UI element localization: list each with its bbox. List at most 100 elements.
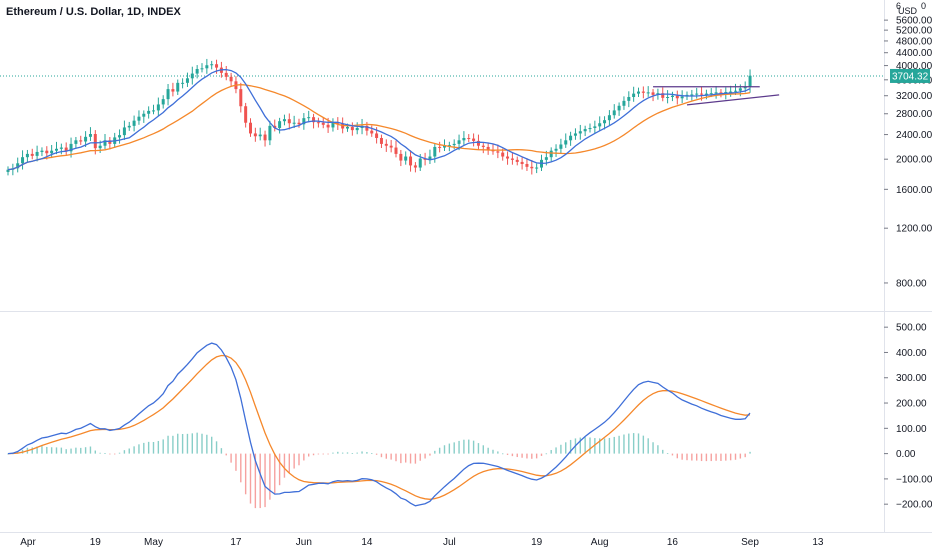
histogram-bar bbox=[235, 453, 237, 471]
candle-body bbox=[719, 92, 723, 94]
candle-body bbox=[443, 145, 446, 148]
candle-body bbox=[292, 122, 296, 124]
candle-body bbox=[55, 148, 58, 151]
histogram-bar bbox=[618, 435, 620, 454]
candle-body bbox=[520, 161, 524, 165]
candle-body bbox=[603, 120, 607, 124]
histogram-bar bbox=[424, 453, 426, 459]
histogram-bar bbox=[642, 435, 645, 454]
histogram-bar bbox=[99, 452, 101, 454]
candle-body bbox=[700, 93, 704, 95]
macd-line bbox=[7, 342, 751, 507]
histogram-bar bbox=[540, 453, 543, 456]
histogram-bar bbox=[206, 434, 208, 454]
price-axis-tick-label: 5600.00 bbox=[896, 16, 932, 27]
candle-body bbox=[79, 140, 83, 142]
candle-body bbox=[709, 93, 713, 95]
candle-body bbox=[312, 117, 316, 123]
histogram-bar bbox=[511, 453, 514, 457]
candle-body bbox=[181, 82, 185, 84]
histogram-bar bbox=[710, 453, 712, 462]
histogram-bar bbox=[749, 451, 751, 454]
histogram-bar bbox=[225, 453, 227, 456]
histogram-bar bbox=[400, 453, 402, 464]
candle-body bbox=[321, 122, 325, 125]
candle-body bbox=[336, 122, 340, 124]
histogram-bar bbox=[419, 453, 421, 461]
histogram-bar bbox=[162, 439, 164, 454]
histogram-bar bbox=[143, 442, 145, 454]
histogram-bar bbox=[240, 453, 242, 483]
candle-body bbox=[370, 130, 374, 134]
histogram-bar bbox=[50, 447, 53, 454]
histogram-bar bbox=[720, 453, 722, 461]
histogram-bar bbox=[181, 433, 184, 454]
histogram-bar bbox=[729, 453, 732, 461]
candle-body bbox=[244, 106, 248, 123]
histogram-bar bbox=[80, 447, 82, 454]
histogram-bar bbox=[230, 453, 232, 463]
candle-body bbox=[142, 113, 146, 117]
histogram-bar bbox=[603, 438, 606, 454]
candle-body bbox=[690, 94, 694, 96]
time-axis-tick-label: 13 bbox=[812, 537, 824, 548]
candle-body bbox=[612, 110, 616, 116]
candle-body bbox=[64, 147, 68, 152]
candle-body bbox=[573, 133, 577, 136]
histogram-bar bbox=[201, 433, 203, 454]
candle-body bbox=[627, 96, 631, 101]
candle-body bbox=[302, 118, 306, 125]
histogram-bar bbox=[550, 450, 552, 454]
histogram-bar bbox=[356, 452, 358, 454]
histogram-bar bbox=[739, 453, 742, 459]
histogram-bar bbox=[259, 453, 261, 509]
candle-body bbox=[210, 64, 214, 66]
histogram-bar bbox=[613, 436, 615, 454]
histogram-bar bbox=[94, 450, 96, 454]
candle-body bbox=[734, 90, 737, 92]
histogram-bar bbox=[744, 453, 746, 458]
candle-body bbox=[379, 137, 383, 144]
histogram-bar bbox=[506, 453, 509, 456]
histogram-bar bbox=[264, 453, 266, 508]
histogram-bar bbox=[666, 453, 669, 455]
candle-body bbox=[496, 151, 500, 153]
time-axis-tick-label: May bbox=[144, 537, 163, 548]
histogram-bar bbox=[725, 453, 727, 461]
histogram-bar bbox=[70, 448, 72, 454]
candle-body bbox=[59, 147, 63, 149]
histogram-bar bbox=[472, 440, 475, 454]
candle-body bbox=[530, 166, 534, 169]
histogram-bar bbox=[215, 441, 218, 454]
histogram-bar bbox=[405, 453, 407, 463]
candle-body bbox=[559, 144, 563, 149]
histogram-bar bbox=[676, 453, 678, 459]
candle-body bbox=[675, 95, 679, 99]
histogram-bar bbox=[453, 442, 455, 454]
price-axis-tick-label: 5200.00 bbox=[896, 26, 932, 37]
candle-body bbox=[433, 146, 437, 157]
histogram-bar bbox=[589, 437, 591, 454]
candle-body bbox=[544, 157, 548, 160]
histogram-bar bbox=[322, 453, 324, 455]
candle-body bbox=[268, 125, 272, 141]
histogram-bar bbox=[477, 443, 480, 454]
candle-body bbox=[418, 158, 422, 168]
candle-body bbox=[195, 68, 199, 74]
candle-body bbox=[282, 119, 286, 122]
candles bbox=[6, 58, 752, 176]
histogram-bar bbox=[196, 432, 198, 454]
histogram-bar bbox=[118, 452, 121, 454]
price-axis-tick-label: 2000.00 bbox=[896, 155, 932, 166]
candle-body bbox=[249, 122, 252, 134]
histogram-bar bbox=[114, 453, 116, 455]
currency-unit: USD bbox=[898, 6, 918, 16]
histogram-bar bbox=[535, 453, 538, 459]
candle-body bbox=[646, 92, 650, 94]
histogram-bar bbox=[36, 446, 38, 454]
price-axis-tick-label: 4800.00 bbox=[896, 36, 932, 47]
histogram-bar bbox=[317, 453, 320, 455]
histogram-bar bbox=[662, 449, 664, 454]
candle-body bbox=[447, 145, 451, 147]
